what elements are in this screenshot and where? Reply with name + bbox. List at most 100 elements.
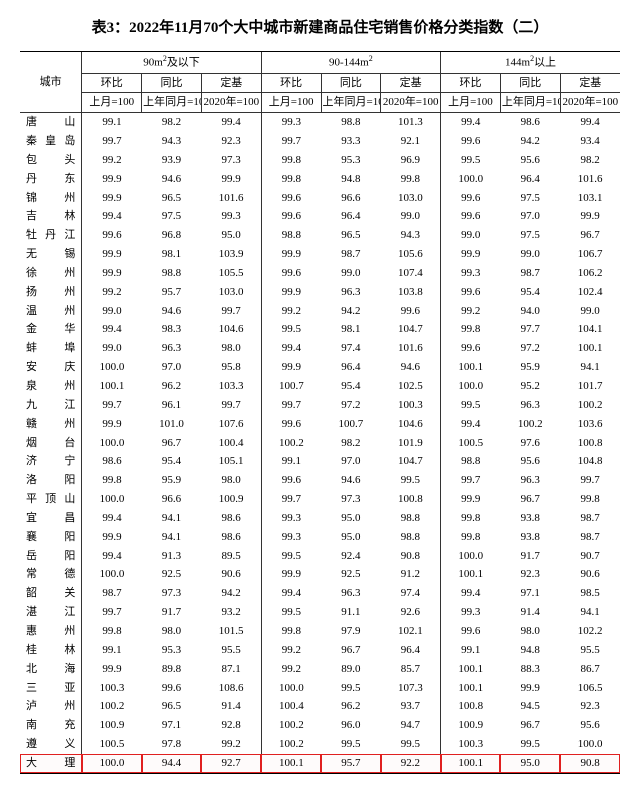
price-index-table: 城市 90m2及以下 90-144m2 144m2以上 环比 同比 定基 环比 … — [20, 51, 620, 774]
cell-value: 98.7 — [560, 509, 620, 528]
table-row: 扬 州99.295.7103.099.996.3103.899.695.4102… — [20, 283, 620, 302]
cell-value: 89.8 — [142, 660, 202, 679]
cell-city: 丹 东 — [20, 170, 82, 189]
cell-value: 92.3 — [500, 565, 560, 584]
cell-value: 99.9 — [441, 245, 501, 264]
cell-value: 99.8 — [381, 170, 441, 189]
cell-value: 99.7 — [441, 471, 501, 490]
cell-city: 惠 州 — [20, 622, 82, 641]
cell-city: 锦 州 — [20, 189, 82, 208]
cell-value: 105.5 — [201, 264, 261, 283]
cell-value: 99.4 — [261, 584, 321, 603]
cell-value: 98.6 — [201, 509, 261, 528]
cell-value: 95.3 — [321, 151, 381, 170]
cell-value: 100.0 — [441, 377, 501, 396]
cell-value: 103.9 — [201, 245, 261, 264]
cell-city: 温 州 — [20, 302, 82, 321]
cell-value: 99.8 — [82, 471, 142, 490]
cell-city: 遵 义 — [20, 735, 82, 754]
cell-value: 98.8 — [441, 452, 501, 471]
cell-value: 100.8 — [441, 697, 501, 716]
cell-value: 99.7 — [261, 132, 321, 151]
table-row: 常 德100.092.590.699.992.591.2100.192.390.… — [20, 565, 620, 584]
cell-value: 100.9 — [82, 716, 142, 735]
cell-value: 98.0 — [201, 471, 261, 490]
cell-value: 89.5 — [201, 547, 261, 566]
table-header: 城市 90m2及以下 90-144m2 144m2以上 环比 同比 定基 环比 … — [20, 52, 620, 113]
cell-city: 湛 江 — [20, 603, 82, 622]
cell-value: 98.7 — [560, 528, 620, 547]
cell-value: 95.6 — [500, 452, 560, 471]
cell-value: 99.7 — [560, 471, 620, 490]
cell-value: 106.5 — [560, 679, 620, 698]
cell-value: 99.9 — [261, 283, 321, 302]
cell-value: 103.8 — [381, 283, 441, 302]
cell-city: 扬 州 — [20, 283, 82, 302]
cell-value: 96.2 — [142, 377, 202, 396]
cell-value: 92.3 — [201, 132, 261, 151]
cell-value: 99.9 — [560, 207, 620, 226]
table-row: 宜 昌99.494.198.699.395.098.899.893.898.7 — [20, 509, 620, 528]
cell-value: 93.8 — [500, 509, 560, 528]
cell-value: 105.1 — [201, 452, 261, 471]
cell-value: 99.6 — [261, 471, 321, 490]
cell-value: 100.9 — [201, 490, 261, 509]
cell-value: 96.9 — [381, 151, 441, 170]
table-row: 蚌 埠99.096.398.099.497.4101.699.697.2100.… — [20, 339, 620, 358]
cell-value: 94.2 — [321, 302, 381, 321]
cell-value: 98.8 — [142, 264, 202, 283]
cell-value: 100.3 — [381, 396, 441, 415]
cell-value: 99.0 — [381, 207, 441, 226]
table-row: 赣 州99.9101.0107.699.6100.7104.699.4100.2… — [20, 415, 620, 434]
cell-value: 100.3 — [82, 679, 142, 698]
cell-value: 99.3 — [201, 207, 261, 226]
cell-city: 秦皇岛 — [20, 132, 82, 151]
cell-city: 常 德 — [20, 565, 82, 584]
cell-value: 96.3 — [500, 471, 560, 490]
cell-value: 107.3 — [381, 679, 441, 698]
cell-value: 97.3 — [321, 490, 381, 509]
cell-value: 94.3 — [142, 132, 202, 151]
cell-value: 98.2 — [142, 113, 202, 132]
cell-value: 99.9 — [82, 528, 142, 547]
cell-value: 97.7 — [500, 320, 560, 339]
cell-value: 92.5 — [142, 565, 202, 584]
cell-value: 97.3 — [201, 151, 261, 170]
sub-mom: 环比 — [441, 73, 501, 93]
cell-value: 104.1 — [560, 320, 620, 339]
cell-value: 91.4 — [500, 603, 560, 622]
cell-value: 98.7 — [500, 264, 560, 283]
cell-value: 99.6 — [381, 302, 441, 321]
table-row: 大 理100.094.492.7100.195.792.2100.195.090… — [20, 754, 620, 773]
cell-value: 101.3 — [381, 113, 441, 132]
cell-value: 99.4 — [261, 339, 321, 358]
cell-value: 94.1 — [560, 358, 620, 377]
cell-value: 99.8 — [441, 320, 501, 339]
cell-value: 95.8 — [201, 358, 261, 377]
cell-value: 99.9 — [261, 358, 321, 377]
table-row: 吉 林99.497.599.399.696.499.099.697.099.9 — [20, 207, 620, 226]
cell-value: 94.6 — [142, 170, 202, 189]
sub-base: 定基 — [560, 73, 620, 93]
cell-value: 94.1 — [142, 528, 202, 547]
cell-value: 98.8 — [381, 509, 441, 528]
cell-value: 98.1 — [142, 245, 202, 264]
cell-value: 92.6 — [381, 603, 441, 622]
cell-value: 99.7 — [201, 302, 261, 321]
cell-value: 97.1 — [142, 716, 202, 735]
cell-city: 烟 台 — [20, 434, 82, 453]
cell-value: 95.9 — [500, 358, 560, 377]
cell-value: 103.3 — [201, 377, 261, 396]
cell-value: 106.2 — [560, 264, 620, 283]
table-row: 惠 州99.898.0101.599.897.9102.199.698.0102… — [20, 622, 620, 641]
cell-value: 96.2 — [321, 697, 381, 716]
cell-value: 99.7 — [82, 396, 142, 415]
cell-value: 100.0 — [560, 735, 620, 754]
cell-value: 95.2 — [500, 377, 560, 396]
cell-value: 101.6 — [560, 170, 620, 189]
table-row: 牡丹江99.696.895.098.896.594.399.097.596.7 — [20, 226, 620, 245]
cell-value: 99.0 — [82, 339, 142, 358]
cell-value: 93.7 — [381, 697, 441, 716]
cell-value: 98.5 — [560, 584, 620, 603]
cell-value: 99.4 — [560, 113, 620, 132]
